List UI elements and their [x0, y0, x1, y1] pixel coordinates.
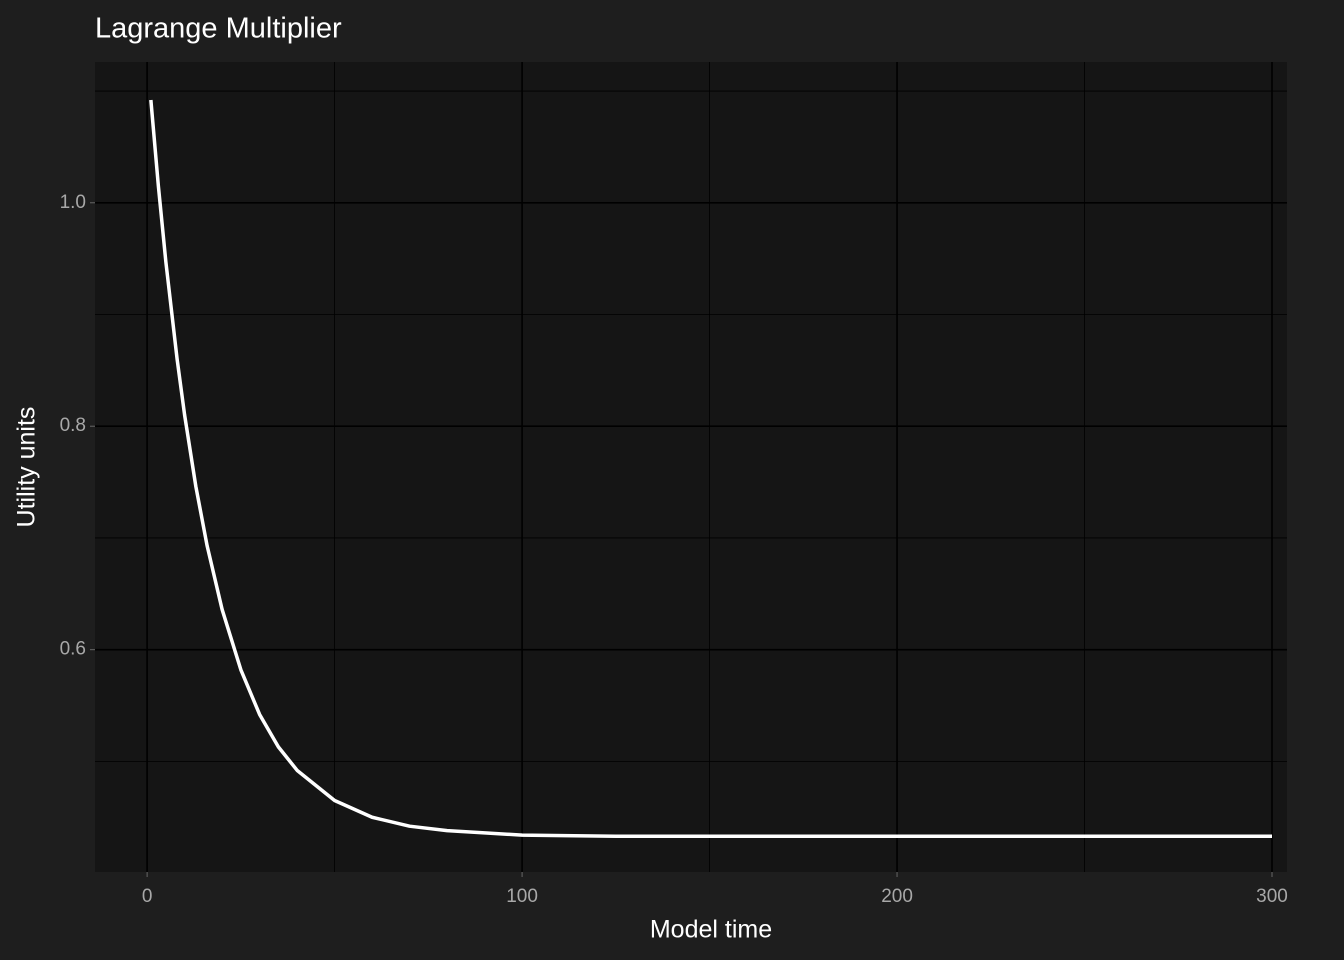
- line: [149, 99, 1273, 838]
- y-tick-label: 0.8: [60, 415, 86, 436]
- x-tick-label: 300: [1256, 886, 1288, 907]
- y-tick-label: 0.6: [60, 639, 86, 660]
- x-tick-label: 200: [881, 886, 913, 907]
- plot-panel: [95, 62, 1287, 872]
- chart-title: Lagrange Multiplier: [95, 13, 342, 45]
- x-tick-label: 0: [142, 886, 153, 907]
- y-axis-title: Utility units: [13, 407, 41, 528]
- y-tick-label: 1.0: [60, 192, 86, 213]
- x-axis-title: Model time: [650, 916, 772, 944]
- x-tick-label: 100: [506, 886, 538, 907]
